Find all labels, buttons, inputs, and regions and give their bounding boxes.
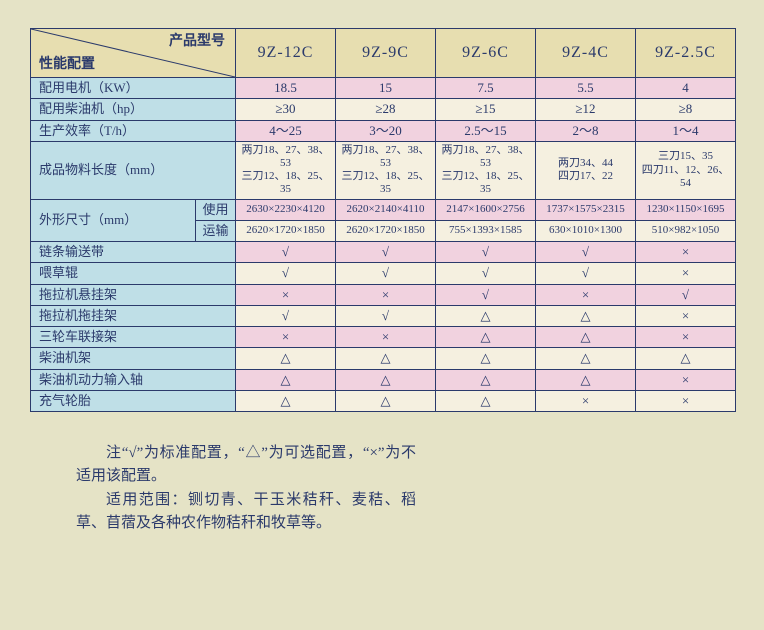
model-header: 9Z-2.5C — [636, 29, 736, 78]
data-cell: × — [236, 284, 336, 305]
row-label: 链条输送带 — [31, 242, 236, 263]
data-cell: △ — [236, 390, 336, 411]
data-cell: × — [536, 390, 636, 411]
data-cell: √ — [336, 263, 436, 284]
data-cell: 2620×1720×1850 — [236, 220, 336, 241]
data-cell: × — [336, 284, 436, 305]
row-sublabel: 运输 — [196, 220, 236, 241]
row-label: 柴油机动力输入轴 — [31, 369, 236, 390]
table-body: 配用电机（KW）18.5157.55.54配用柴油机（hp）≥30≥28≥15≥… — [31, 78, 736, 412]
data-cell: ≥30 — [236, 99, 336, 120]
corner-bottom-label: 性能配置 — [39, 56, 95, 74]
data-cell: △ — [436, 348, 536, 369]
data-cell: △ — [436, 327, 536, 348]
row-label: 生产效率（T/h） — [31, 120, 236, 141]
data-cell: × — [236, 327, 336, 348]
data-cell: △ — [236, 369, 336, 390]
data-cell: 4 — [636, 78, 736, 99]
data-cell: √ — [636, 284, 736, 305]
data-cell: √ — [236, 242, 336, 263]
data-cell: √ — [336, 242, 436, 263]
data-cell: √ — [236, 263, 336, 284]
data-cell: √ — [436, 242, 536, 263]
footnote: 注“√”为标准配置，“△”为可选配置，“×”为不适用该配置。 适用范围：铡切青、… — [76, 442, 416, 535]
row-label: 柴油机架 — [31, 348, 236, 369]
data-cell: × — [636, 327, 736, 348]
data-cell: 2620×1720×1850 — [336, 220, 436, 241]
data-cell: 三刀15、35四刀11、12、26、54 — [636, 141, 736, 199]
spec-table: 产品型号 性能配置 9Z-12C 9Z-9C 9Z-6C 9Z-4C 9Z-2.… — [30, 28, 736, 412]
data-cell: ≥12 — [536, 99, 636, 120]
row-label: 外形尺寸（mm） — [31, 199, 196, 242]
data-cell: × — [636, 305, 736, 326]
data-cell: 两刀18、27、38、53三刀12、18、25、35 — [236, 141, 336, 199]
footnote-line: 注“√”为标准配置，“△”为可选配置，“×”为不适用该配置。 — [76, 442, 416, 489]
data-cell: 1737×1575×2315 — [536, 199, 636, 220]
data-cell: 两刀34、44四刀17、22 — [536, 141, 636, 199]
data-cell: 2.5～15 — [436, 120, 536, 141]
data-cell: × — [636, 390, 736, 411]
data-cell: 1230×1150×1695 — [636, 199, 736, 220]
data-cell: √ — [436, 284, 536, 305]
corner-header: 产品型号 性能配置 — [31, 29, 236, 78]
data-cell: × — [536, 284, 636, 305]
data-cell: 2630×2230×4120 — [236, 199, 336, 220]
row-label: 充气轮胎 — [31, 390, 236, 411]
row-label: 喂草辊 — [31, 263, 236, 284]
data-cell: 755×1393×1585 — [436, 220, 536, 241]
data-cell: 510×982×1050 — [636, 220, 736, 241]
data-cell: 18.5 — [236, 78, 336, 99]
row-label: 三轮车联接架 — [31, 327, 236, 348]
data-cell: √ — [536, 242, 636, 263]
data-cell: △ — [436, 305, 536, 326]
model-header: 9Z-4C — [536, 29, 636, 78]
corner-top-label: 产品型号 — [169, 33, 225, 51]
data-cell: ≥28 — [336, 99, 436, 120]
data-cell: √ — [436, 263, 536, 284]
data-cell: ≥8 — [636, 99, 736, 120]
row-label: 拖拉机拖挂架 — [31, 305, 236, 326]
data-cell: 4～25 — [236, 120, 336, 141]
data-cell: 15 — [336, 78, 436, 99]
data-cell: × — [336, 327, 436, 348]
data-cell: 两刀18、27、38、53三刀12、18、25、35 — [336, 141, 436, 199]
data-cell: 2～8 — [536, 120, 636, 141]
model-header: 9Z-12C — [236, 29, 336, 78]
row-label: 配用电机（KW） — [31, 78, 236, 99]
row-label: 拖拉机悬挂架 — [31, 284, 236, 305]
footnote-line: 适用范围：铡切青、干玉米秸秆、麦秸、稻草、苜蓿及各种农作物秸秆和牧草等。 — [76, 489, 416, 536]
data-cell: △ — [436, 390, 536, 411]
data-cell: 5.5 — [536, 78, 636, 99]
data-cell: △ — [436, 369, 536, 390]
data-cell: △ — [336, 369, 436, 390]
data-cell: 7.5 — [436, 78, 536, 99]
model-header: 9Z-6C — [436, 29, 536, 78]
data-cell: 630×1010×1300 — [536, 220, 636, 241]
data-cell: △ — [536, 348, 636, 369]
data-cell: △ — [536, 369, 636, 390]
data-cell: √ — [236, 305, 336, 326]
data-cell: × — [636, 263, 736, 284]
data-cell: × — [636, 242, 736, 263]
data-cell: 两刀18、27、38、53三刀12、18、25、35 — [436, 141, 536, 199]
data-cell: 2147×1600×2756 — [436, 199, 536, 220]
model-header: 9Z-9C — [336, 29, 436, 78]
data-cell: √ — [536, 263, 636, 284]
data-cell: △ — [636, 348, 736, 369]
data-cell: 2620×2140×4110 — [336, 199, 436, 220]
data-cell: △ — [236, 348, 336, 369]
row-sublabel: 使用 — [196, 199, 236, 220]
data-cell: ≥15 — [436, 99, 536, 120]
row-label: 成品物料长度（mm） — [31, 141, 236, 199]
data-cell: △ — [536, 305, 636, 326]
data-cell: △ — [536, 327, 636, 348]
data-cell: 1～4 — [636, 120, 736, 141]
data-cell: × — [636, 369, 736, 390]
data-cell: △ — [336, 390, 436, 411]
data-cell: √ — [336, 305, 436, 326]
data-cell: △ — [336, 348, 436, 369]
data-cell: 3～20 — [336, 120, 436, 141]
row-label: 配用柴油机（hp） — [31, 99, 236, 120]
